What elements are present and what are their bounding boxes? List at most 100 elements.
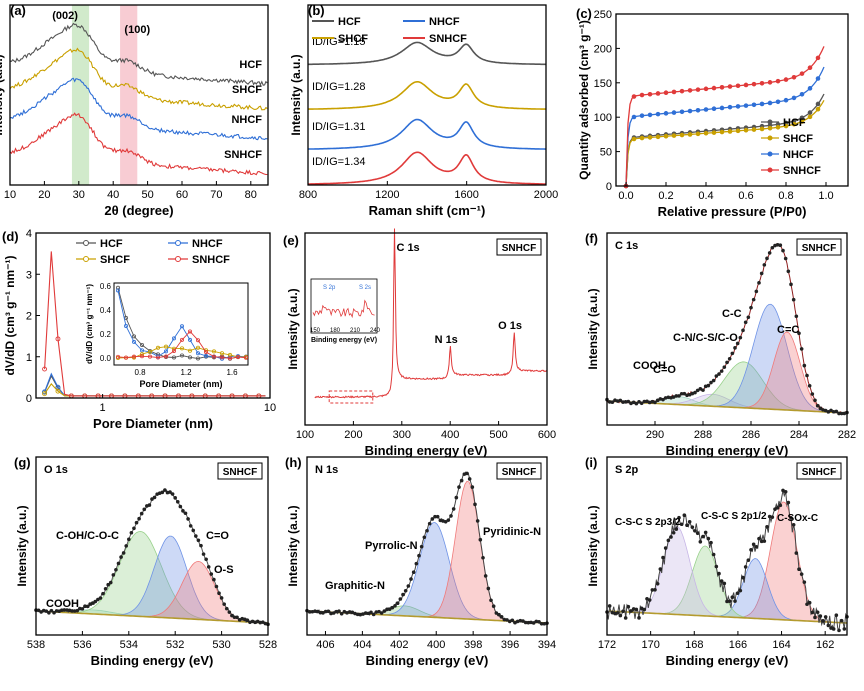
data-point [829, 626, 833, 630]
x-tick-label: 170 [641, 639, 659, 651]
inset-s2s-label: S 2s [359, 285, 371, 291]
x-tick-label: 398 [464, 639, 482, 651]
data-point [631, 136, 637, 142]
data-point [214, 584, 219, 589]
data-point [749, 547, 753, 552]
sample-tag-box [796, 462, 842, 480]
annotation-002: (002) [52, 10, 78, 22]
inset-point [147, 354, 152, 359]
series-HCF-line [308, 41, 546, 66]
data-point [42, 391, 48, 397]
sample-tag: SNHCF [502, 243, 536, 254]
x-tick-label: 530 [212, 639, 230, 651]
data-point [765, 256, 769, 261]
component-label: C-S-C S 2p3/2 [615, 517, 681, 528]
inset-point [219, 351, 224, 356]
data-point [815, 76, 821, 81]
inset-point [139, 342, 144, 347]
data-point [669, 395, 673, 400]
data-point [735, 591, 740, 595]
data-point [703, 86, 709, 92]
x-tick-label: 528 [259, 639, 277, 651]
x-tick-label: 0.4 [698, 190, 713, 202]
component-label: O-S [214, 564, 234, 576]
data-point [743, 127, 749, 133]
data-point [315, 609, 320, 614]
x-axis-title: Binding energy (eV) [91, 653, 214, 668]
data-point [687, 132, 693, 137]
inset-point [211, 349, 216, 354]
data-point [767, 80, 773, 85]
data-point [703, 107, 709, 112]
data-point [789, 515, 793, 520]
inset-point [131, 354, 136, 359]
data-point [639, 113, 645, 118]
x-tick-label: 10 [4, 189, 16, 201]
data-point [467, 477, 472, 481]
data-point [695, 107, 701, 113]
data-point [815, 403, 820, 408]
data-point [773, 243, 777, 248]
data-point [791, 297, 796, 302]
data-point [807, 383, 812, 388]
data-point [499, 615, 504, 619]
x-tick-label: 1200 [375, 189, 399, 201]
data-point [663, 90, 669, 96]
data-point [738, 588, 743, 593]
sample-tag-box [217, 462, 263, 480]
data-point [815, 610, 820, 615]
inset-x-tick-label: 180 [330, 328, 341, 334]
data-point [523, 620, 528, 625]
data-point [743, 103, 749, 108]
x-tick-label: 162 [816, 639, 834, 651]
panel-label: (i) [585, 455, 597, 470]
data-point [55, 336, 61, 342]
data-point [781, 488, 785, 493]
ratio-prefix: ID/IG= [312, 121, 344, 133]
data-point [751, 297, 756, 302]
inset-frame [113, 282, 249, 366]
x-tick-label: 168 [685, 639, 703, 651]
data-point [751, 127, 757, 132]
data-point [655, 134, 661, 140]
x-tick-label: 60 [176, 189, 188, 201]
panel-title: N 1s [315, 464, 338, 476]
data-point [658, 397, 663, 401]
inset-point [163, 354, 168, 359]
inset-point [171, 348, 176, 353]
data-point [682, 391, 687, 396]
data-point [342, 609, 347, 614]
inset-point [187, 355, 192, 360]
data-point [802, 363, 807, 368]
data-point [639, 401, 644, 406]
data-point [743, 320, 748, 325]
y-tick-label: 200 [594, 43, 612, 55]
data-point [326, 609, 331, 614]
ratio-prefix: ID/IG= [312, 156, 344, 168]
data-point [639, 606, 644, 611]
data-point [805, 373, 809, 378]
ratio-value: 1.31 [344, 121, 365, 133]
y-axis-title: Intensity (a.u.) [586, 505, 600, 586]
inset-point [187, 337, 192, 342]
inset-point [139, 348, 144, 353]
zoom-region-box [328, 390, 374, 404]
x-tick-label: 538 [27, 639, 45, 651]
data-point [663, 396, 668, 400]
data-point [711, 378, 716, 383]
data-point [237, 618, 242, 622]
legend-marker [767, 135, 773, 141]
data-point [438, 518, 443, 523]
data-point [671, 110, 677, 115]
data-point [637, 400, 641, 404]
data-point [339, 611, 344, 616]
panel-label: (c) [576, 6, 592, 21]
ratio-value: 1.34 [344, 156, 365, 168]
data-point [515, 619, 520, 624]
data-point [799, 347, 804, 351]
y-tick-label: 1 [26, 352, 32, 364]
data-point [655, 91, 661, 96]
legend-marker [767, 167, 773, 173]
data-point [618, 613, 623, 618]
data-point [797, 567, 801, 571]
